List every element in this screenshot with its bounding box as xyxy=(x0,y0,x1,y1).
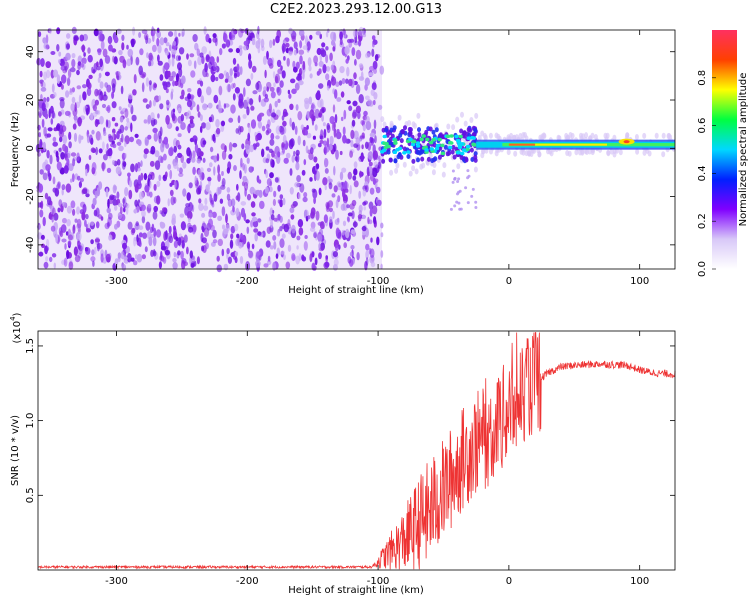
snr-series-line xyxy=(37,332,676,570)
x-tick-label: -300 xyxy=(105,576,128,587)
page-title: C2E2.2023.293.12.00.G13 xyxy=(269,2,443,17)
colorbar-tick-label: 0.0 xyxy=(697,261,708,277)
y-tick-label: 1.0 xyxy=(25,413,36,429)
x-tick-label: 0 xyxy=(506,276,512,287)
colorbar-tick-label: 0.6 xyxy=(697,118,708,134)
x-tick-label: -200 xyxy=(236,576,259,587)
y-axis-label: Frequency (Hz) xyxy=(10,112,21,188)
x-tick-label: 100 xyxy=(630,576,649,587)
x-tick-label: 100 xyxy=(630,276,649,287)
y-tick-label: 40 xyxy=(25,45,36,58)
noise-region xyxy=(35,25,385,273)
y-tick-label: -20 xyxy=(25,188,36,204)
x-tick-label: -200 xyxy=(236,276,259,287)
y-tick-label: 0.5 xyxy=(25,487,36,503)
x-axis-label: Height of straight line (km) xyxy=(288,285,424,296)
x-tick-label: 0 xyxy=(506,576,512,587)
y-axis-label: SNR (10 * v/v) xyxy=(10,415,21,486)
colorbar: 0.0 0.2 0.4 0.6 0.8 Normalized spectral ampli… xyxy=(697,30,749,277)
colorbar-tick-label: 0.4 xyxy=(697,165,708,181)
x-tick-label: -300 xyxy=(105,276,128,287)
y-tick-label: 0 xyxy=(25,145,36,151)
y-tick-label: 1.5 xyxy=(25,338,36,354)
colorbar-label: Normalized spectral amplitude xyxy=(738,73,749,227)
snr-plot-area xyxy=(38,331,675,570)
x-axis-label: Height of straight line (km) xyxy=(288,585,424,596)
signal-region xyxy=(380,111,676,211)
colorbar-bar xyxy=(712,30,737,269)
y-tick-label: -40 xyxy=(25,237,36,253)
spectrogram-frame xyxy=(37,29,676,270)
colorbar-tick-label: 0.2 xyxy=(697,213,708,229)
snr-panel: -300 -200 -100 0 100 0.5 1.0 1.5 Height of strai… xyxy=(9,312,676,596)
x-tick-label: -100 xyxy=(367,276,390,287)
snr-frame xyxy=(37,330,676,571)
colorbar-tick-label: 0.8 xyxy=(697,70,708,86)
y-tick-label: 20 xyxy=(25,94,36,107)
x-tick-label: -100 xyxy=(367,576,390,587)
y-multiplier-label: (x104) xyxy=(9,312,23,343)
